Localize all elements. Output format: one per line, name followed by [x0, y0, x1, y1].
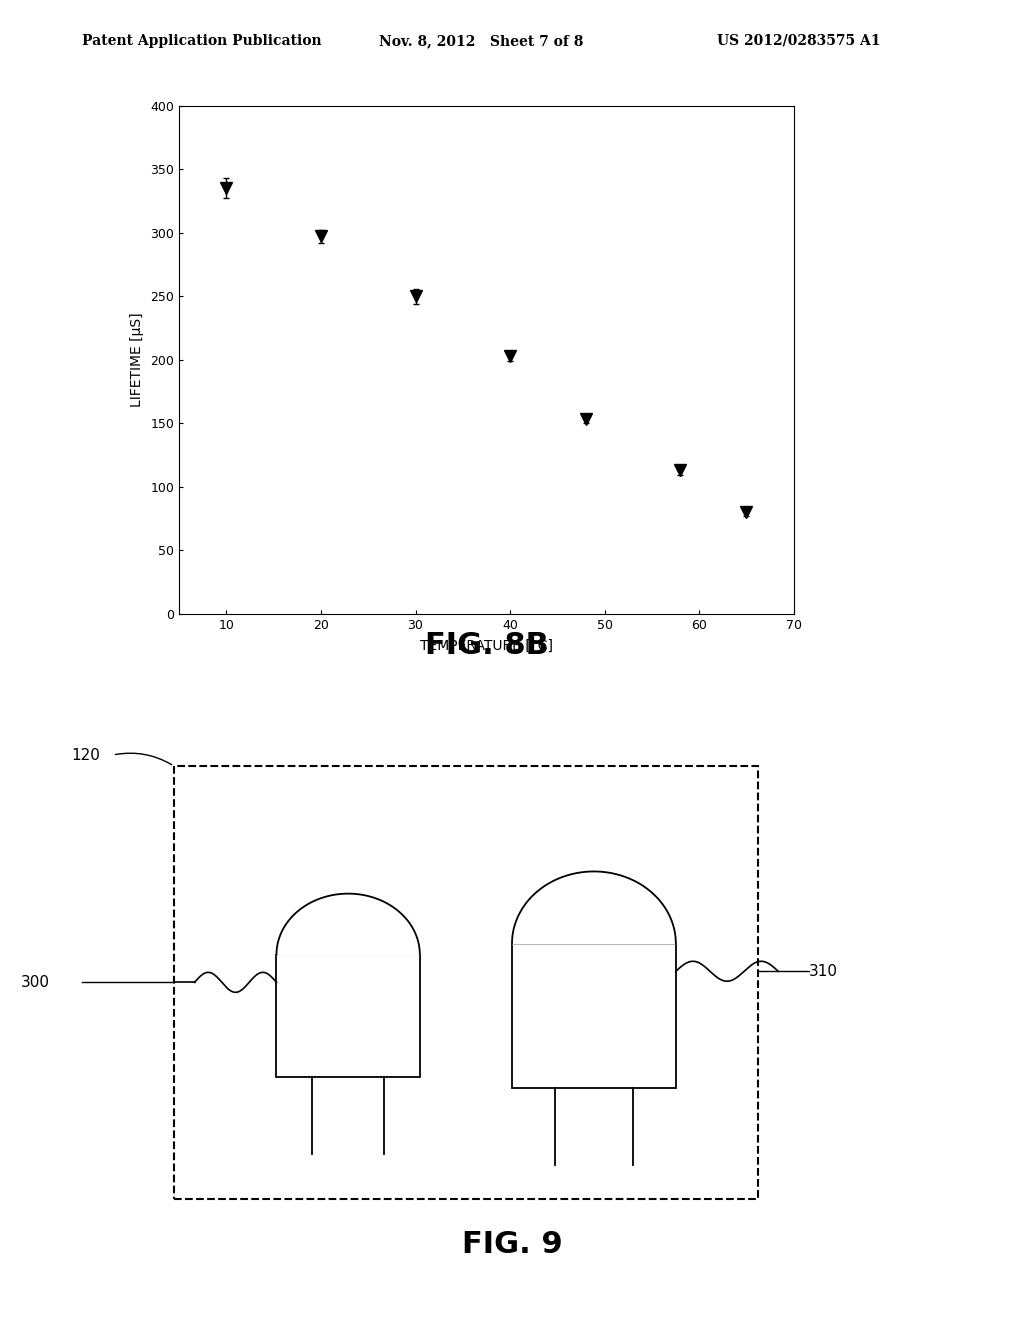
X-axis label: TEMPERATURE [°C]: TEMPERATURE [°C]	[420, 639, 553, 652]
Text: Patent Application Publication: Patent Application Publication	[82, 34, 322, 48]
Polygon shape	[512, 871, 676, 944]
Bar	[174, 766, 758, 1199]
Text: US 2012/0283575 A1: US 2012/0283575 A1	[717, 34, 881, 48]
Polygon shape	[276, 894, 420, 954]
Text: 120: 120	[72, 747, 100, 763]
Text: 300: 300	[20, 975, 49, 990]
Y-axis label: LIFETIME [μS]: LIFETIME [μS]	[129, 313, 143, 407]
Bar	[276, 954, 420, 1077]
Text: FIG. 9: FIG. 9	[462, 1230, 562, 1259]
Text: Nov. 8, 2012   Sheet 7 of 8: Nov. 8, 2012 Sheet 7 of 8	[379, 34, 584, 48]
Text: FIG. 8B: FIG. 8B	[425, 631, 548, 660]
Text: 310: 310	[809, 964, 838, 978]
Bar	[512, 944, 676, 1088]
